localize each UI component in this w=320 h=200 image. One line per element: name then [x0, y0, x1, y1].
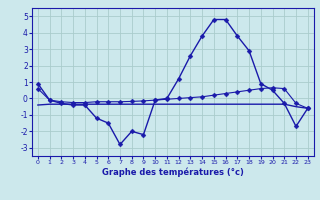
X-axis label: Graphe des températures (°c): Graphe des températures (°c): [102, 168, 244, 177]
